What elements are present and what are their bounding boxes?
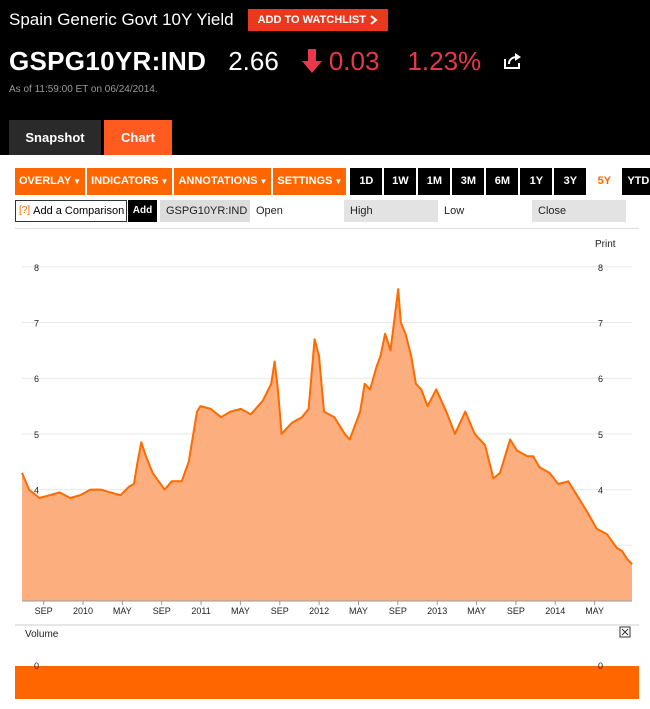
volume-tick-left: 0 [34,661,39,671]
x-tick-label: SEP [507,606,525,616]
volume-bar [15,666,639,699]
print-button[interactable]: Print [595,239,616,250]
indicators-menu[interactable]: INDICATORS ▼ [87,168,173,195]
range-1w[interactable]: 1W [384,168,417,195]
y-tick-label-right: 5 [598,430,603,440]
chevron-right-icon [370,15,378,25]
y-tick-label-left: 8 [34,263,39,273]
y-tick-label-right: 7 [598,319,603,329]
y-tick-label-left: 6 [34,374,39,384]
help-icon[interactable]: [?] [19,205,31,216]
yield-line [21,288,633,565]
yield-area [22,289,632,601]
x-tick-label: 2013 [427,606,447,616]
share-icon[interactable] [503,52,523,70]
close-cell: Close [532,200,626,222]
caret-down-icon: ▼ [73,177,82,186]
chart-panel: OVERLAY ▼ INDICATORS ▼ ANNOTATIONS ▼ SETTIN… [0,155,650,709]
range-1d[interactable]: 1D [350,168,383,195]
tab-snapshot[interactable]: Snapshot [9,120,101,155]
range-3y[interactable]: 3Y [554,168,587,195]
view-tabs: Snapshot Chart [9,120,172,155]
watchlist-label: ADD TO WATCHLIST [257,14,366,26]
y-tick-label-left: 4 [34,486,39,496]
range-1y[interactable]: 1Y [520,168,553,195]
high-cell: High [344,200,438,222]
range-5y[interactable]: 5Y [588,168,621,195]
x-tick-label: SEP [271,606,289,616]
x-tick-label: 2014 [545,606,565,616]
x-tick-label: MAY [113,606,132,616]
add-comparison-button[interactable]: Add [128,200,157,222]
open-cell: Open [256,205,283,217]
x-tick-label: MAY [467,606,486,616]
chart-toolbar: OVERLAY ▼ INDICATORS ▼ ANNOTATIONS ▼ SETTIN… [15,168,650,195]
close-x-icon [621,628,629,636]
annotations-menu[interactable]: ANNOTATIONS ▼ [174,168,272,195]
y-tick-label-left: 7 [34,319,39,329]
price-change-pct: 1.23% [407,45,482,76]
y-tick-label-right: 4 [598,486,603,496]
tab-chart[interactable]: Chart [104,120,172,155]
range-ytd[interactable]: YTD [622,168,650,195]
x-tick-label: MAY [349,606,368,616]
arrow-down-icon [301,49,322,73]
x-tick-label: 2010 [73,606,93,616]
yield-chart-svg[interactable]: 334455667788SEP2010MAYSEP2011MAYSEP2012M… [15,229,639,699]
range-1m[interactable]: 1M [418,168,451,195]
caret-down-icon: ▼ [259,177,268,186]
range-6m[interactable]: 6M [486,168,519,195]
comparison-placeholder: Add a Comparison [33,205,125,217]
x-tick-label: SEP [389,606,407,616]
caret-down-icon: ▼ [160,177,169,186]
x-tick-label: MAY [231,606,250,616]
price-change: 0.03 [328,45,380,76]
overlay-menu[interactable]: OVERLAY ▼ [15,168,86,195]
y-tick-label-left: 5 [34,430,39,440]
last-price: 2.66 [228,45,279,76]
x-tick-label: 2012 [309,606,329,616]
x-tick-label: SEP [153,606,171,616]
volume-tick-right: 0 [598,661,603,671]
y-tick-label-right: 6 [598,374,603,384]
volume-label: Volume [25,629,59,640]
x-tick-label: 2011 [191,606,210,616]
y-tick-label-right: 8 [598,263,603,273]
low-cell: Low [444,205,465,217]
add-to-watchlist-button[interactable]: ADD TO WATCHLIST [247,9,388,31]
price-chart[interactable]: 334455667788SEP2010MAYSEP2011MAYSEP2012M… [15,228,639,699]
comparison-input[interactable]: [?] Add a Comparison [15,200,127,222]
range-3m[interactable]: 3M [452,168,485,195]
x-tick-label: SEP [35,606,53,616]
symbol-cell: GSPG10YR:IND [160,200,250,222]
ticker-symbol: GSPG10YR:IND [9,45,207,76]
as-of-timestamp: As of 11:59:00 ET on 06/24/2014. [9,84,158,95]
quote-header: Spain Generic Govt 10Y Yield ADD TO WATC… [0,0,650,155]
comparison-row: [?] Add a Comparison Add GSPG10YR:IND Op… [15,200,639,222]
security-title: Spain Generic Govt 10Y Yield [9,10,234,29]
settings-menu[interactable]: SETTINGS ▼ [273,168,347,195]
caret-down-icon: ▼ [334,177,343,186]
x-tick-label: MAY [585,606,604,616]
